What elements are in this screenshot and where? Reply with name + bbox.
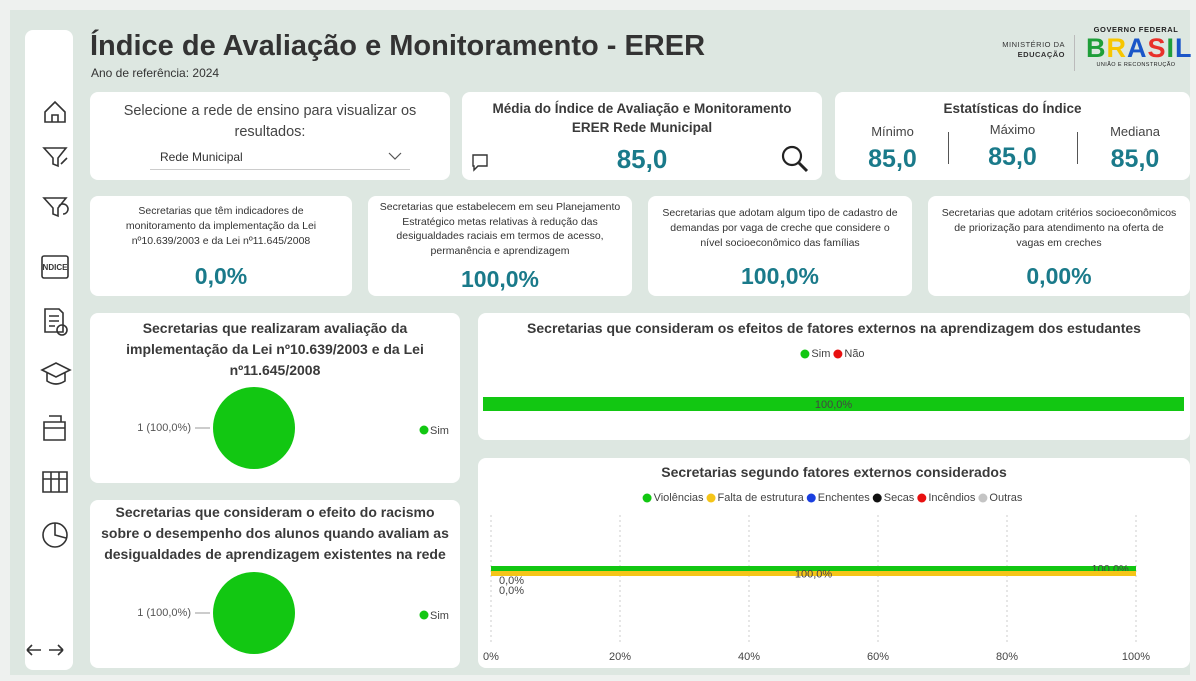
kpi-card: Secretarias que estabelecem em seu Plane…: [368, 196, 632, 296]
stats-title: Estatísticas do Índice: [943, 101, 1082, 116]
chart-title: Secretarias segundo fatores externos con…: [661, 464, 1007, 480]
chart-title: Secretarias que consideram o efeito do r…: [101, 504, 449, 562]
average-value: 85,0: [616, 144, 668, 174]
education-icon[interactable]: [40, 362, 72, 385]
chart-title: Secretarias que consideram os efeitos de…: [527, 320, 1141, 336]
nav-arrows[interactable]: [26, 644, 64, 656]
ministry-logo: MINISTÉRIO DA EDUCAÇÃO: [960, 40, 1065, 60]
chart-icon-slice: [54, 523, 67, 539]
stat-divider: [1077, 132, 1078, 164]
data-label: 1 (100,0%): [137, 606, 191, 619]
stat: Mínimo 85,0: [835, 122, 950, 174]
slogan: UNIÃO E RECONSTRUÇÃO: [1096, 62, 1176, 68]
index-icon-label: NDICE: [43, 263, 69, 272]
chart-card: Secretarias que consideram os efeitos de…: [478, 313, 1190, 440]
kpi-text: Secretarias que adotam critérios socioec…: [941, 207, 1177, 249]
stat-label: Mediana: [1110, 124, 1160, 139]
stat-label: Mínimo: [871, 124, 914, 139]
government-logo: GOVERNO FEDERAL BRASIL UNIÃO E RECONSTRU…: [1086, 25, 1193, 68]
stat: Máximo 85,0: [950, 120, 1075, 172]
filter-card: Selecione a rede de ensino para visualiz…: [90, 92, 450, 180]
chat-icon[interactable]: [470, 150, 492, 172]
kpi-value: 0,0%: [194, 263, 248, 289]
dropdown[interactable]: Rede Municipal: [150, 143, 410, 170]
stat-value: 85,0: [868, 145, 917, 173]
government-label: GOVERNO FEDERAL: [1093, 25, 1179, 34]
sidebar: NDICE: [25, 30, 73, 670]
filter-prompt: Selecione a rede de ensino para visualiz…: [123, 103, 417, 140]
school-icon[interactable]: [43, 415, 66, 441]
filter-icon[interactable]: [42, 147, 68, 168]
reset-filter-icon[interactable]: [42, 197, 69, 218]
nav-icons: NDICE: [26, 100, 72, 656]
report-icon[interactable]: [44, 308, 64, 333]
kpi-card: Secretarias que adotam critérios socioec…: [928, 196, 1190, 296]
kpi-text: Secretarias que adotam algum tipo de cad…: [662, 207, 898, 249]
chart-title: Secretarias que realizaram avaliação da …: [126, 320, 424, 378]
average-card: Média do Índice de Avaliação e Monitoram…: [462, 92, 822, 180]
stats-card: Estatísticas do Índice Mínimo 85,0 Máxim…: [835, 92, 1190, 180]
kpi-card: Secretarias que têm indicadores de monit…: [90, 196, 352, 296]
ministry-line: EDUCAÇÃO: [1017, 50, 1065, 59]
chart-card: Secretarias que consideram o efeito do r…: [90, 500, 460, 668]
average-title: Média do Índice de Avaliação e Monitoram…: [492, 101, 792, 135]
chart-card: Secretarias que realizaram avaliação da …: [90, 313, 460, 483]
search-icon[interactable]: [780, 144, 810, 174]
home-icon[interactable]: [44, 100, 66, 123]
dropdown-arrow: [388, 152, 402, 160]
chart-card: Secretarias segundo fatores externos con…: [478, 458, 1190, 668]
kpi-text: Secretarias que estabelecem em seu Plane…: [379, 201, 621, 257]
ministry-line: MINISTÉRIO DA: [1002, 40, 1065, 49]
building-icon[interactable]: [42, 471, 68, 493]
dropdown-value: Rede Municipal: [160, 150, 243, 164]
kpi-card: Secretarias que adotam algum tipo de cad…: [648, 196, 912, 296]
index-icon[interactable]: [41, 255, 69, 279]
page-title: Índice de Avaliação e Monitoramento - ER…: [90, 30, 706, 62]
stat-value: 85,0: [1110, 145, 1160, 173]
kpi-value: 100,0%: [460, 266, 539, 292]
stat-divider: [948, 132, 949, 164]
page-subtitle: Ano de referência: 2024: [91, 66, 220, 80]
logo-divider: [1074, 35, 1075, 71]
brand-label: BRASIL: [1086, 33, 1193, 63]
stat-value: 85,0: [988, 143, 1037, 171]
report-check: [56, 324, 68, 336]
data-label: 1 (100,0%): [137, 421, 191, 434]
kpi-value: 100,0%: [740, 263, 819, 289]
stat-label: Máximo: [989, 122, 1036, 137]
kpi-value: 0,00%: [1026, 263, 1092, 289]
kpi-text: Secretarias que têm indicadores de monit…: [125, 205, 317, 247]
stat: Mediana 85,0: [1080, 122, 1190, 174]
